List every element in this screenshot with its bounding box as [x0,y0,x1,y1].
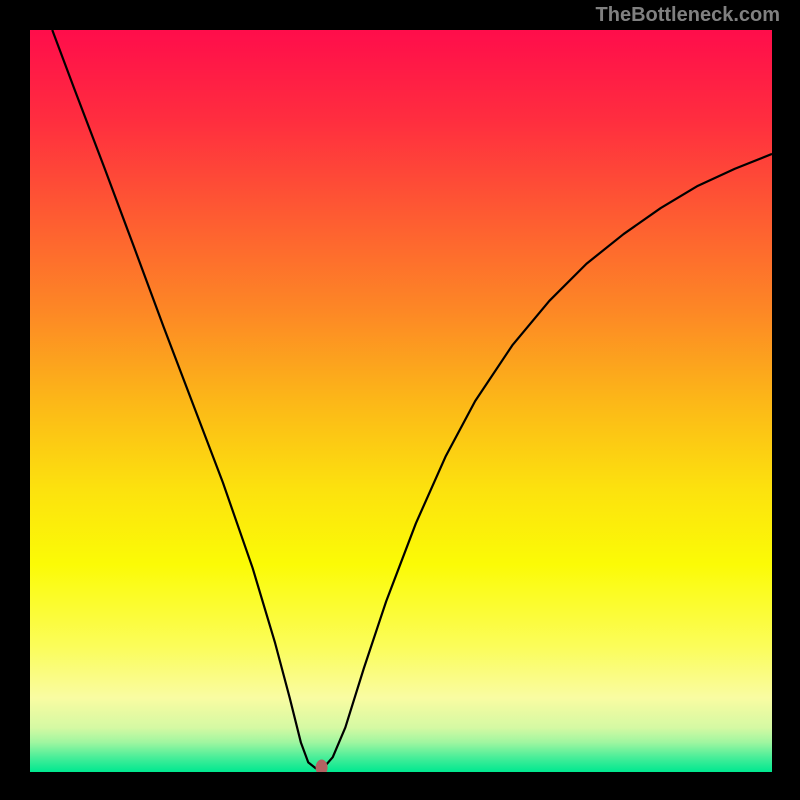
chart-background-gradient [30,30,772,772]
chart-svg [30,30,772,772]
bottleneck-chart [30,30,772,772]
watermark-text: TheBottleneck.com [596,4,780,27]
